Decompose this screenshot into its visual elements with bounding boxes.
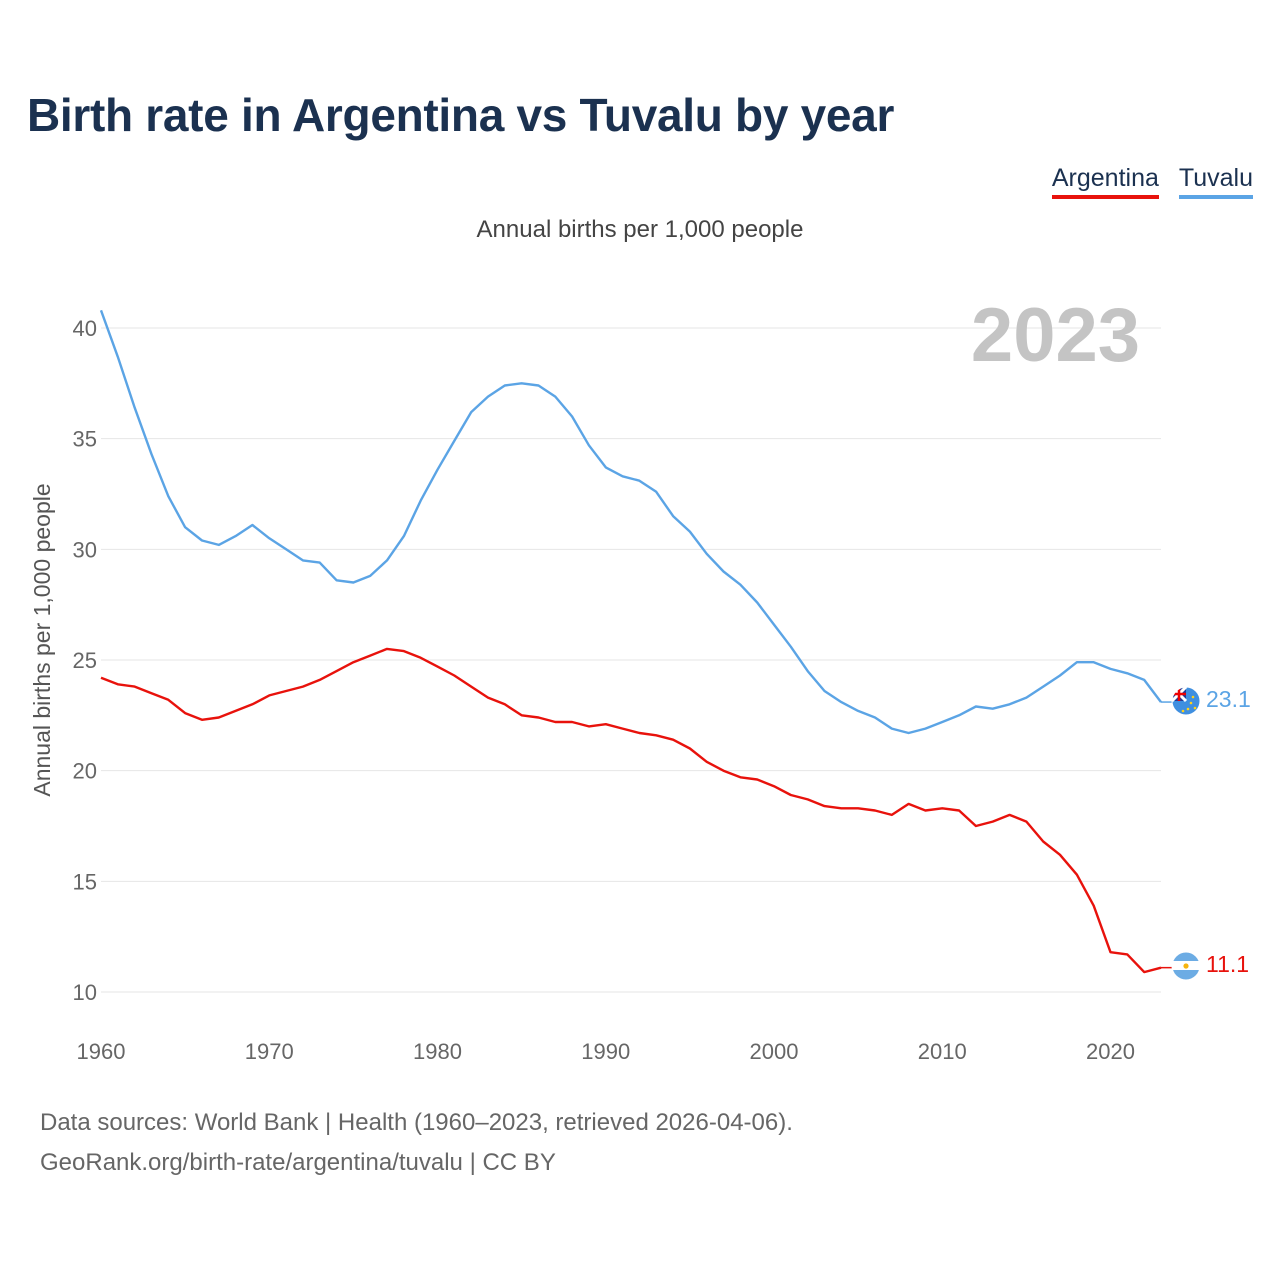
chart-subtitle: Annual births per 1,000 people	[476, 216, 804, 243]
y-tick-label: 30	[73, 537, 97, 562]
series-line-argentina[interactable]	[100, 647, 1162, 974]
argentina-end-value-label: 11.1	[1206, 951, 1249, 977]
tuvalu-end-value-label: 23.1	[1206, 686, 1251, 712]
tuvalu-flag-icon	[1171, 686, 1201, 716]
x-tick-label: 1960	[77, 1039, 126, 1064]
legend-item-argentina[interactable]: Argentina	[1051, 164, 1159, 199]
x-tick-label: 1980	[413, 1039, 462, 1064]
y-tick-label: 25	[73, 648, 97, 673]
argentina-flag-icon	[1171, 951, 1201, 981]
x-tick-label: 2000	[750, 1039, 799, 1064]
series-line-tuvalu[interactable]	[99, 309, 1162, 735]
y-tick-label: 35	[73, 427, 97, 452]
x-tick-label: 1990	[581, 1039, 630, 1064]
y-tick-label: 20	[73, 759, 97, 784]
x-tick-label: 2020	[1086, 1039, 1135, 1064]
y-tick-label: 10	[73, 980, 97, 1005]
legend: Argentina Tuvalu	[1051, 164, 1253, 199]
x-tick-label: 2010	[918, 1039, 967, 1064]
legend-item-tuvalu[interactable]: Tuvalu	[1178, 164, 1253, 199]
x-tick-label: 1970	[245, 1039, 294, 1064]
y-tick-label: 40	[73, 316, 97, 341]
footer: Data sources: World Bank | Health (1960–…	[40, 1103, 793, 1183]
source-url-license: GeoRank.org/birth-rate/argentina/tuvalu …	[40, 1149, 556, 1176]
y-axis-title: Annual births per 1,000 people	[29, 483, 55, 796]
chart-title: Birth rate in Argentina vs Tuvalu by yea…	[27, 89, 895, 141]
y-tick-label: 15	[73, 869, 97, 894]
year-label: 2023	[971, 293, 1140, 378]
line-chart: 10 15 20 25 30 35 40 1960 1970 1980 1990 2000 2010 2…	[29, 293, 1251, 1064]
data-source-note: Data sources: World Bank | Health (1960–…	[40, 1109, 793, 1136]
